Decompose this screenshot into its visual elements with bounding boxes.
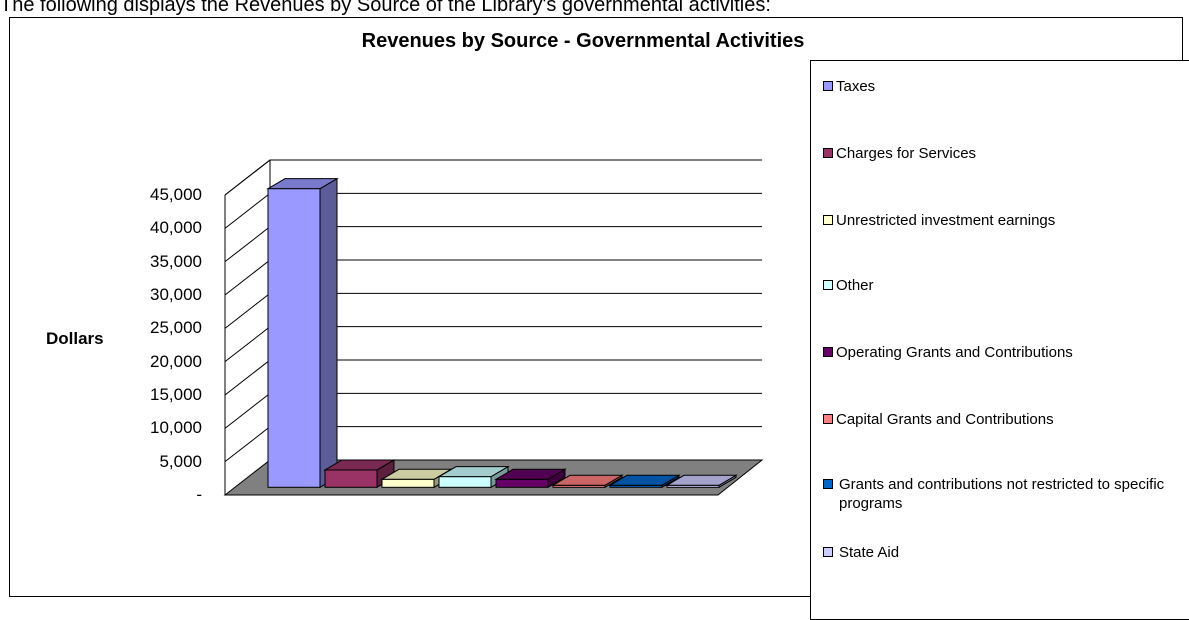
bar: [323, 459, 396, 489]
legend-label: Charges for Services: [836, 145, 977, 162]
intro-text: The following displays the Revenues by S…: [0, 0, 771, 16]
legend-label: Unrestricted investment earnings: [836, 212, 1056, 229]
bar-top: [494, 468, 567, 480]
y-tick-label: 20,000: [150, 351, 202, 371]
legend-item: Grants and contributions not restricted …: [823, 475, 1189, 513]
legend-swatch: [823, 215, 833, 225]
legend-item: Capital Grants and Contributions: [823, 410, 1189, 429]
bar-top: [665, 474, 738, 486]
wall-edge: [224, 159, 271, 196]
bar-front: [438, 476, 492, 488]
legend-item: Taxes: [823, 77, 1189, 96]
bar: [551, 474, 624, 489]
legend-label: Grants and contributions not restricted …: [839, 476, 1165, 512]
legend-swatch: [823, 148, 833, 158]
y-tick-label: 10,000: [150, 418, 202, 438]
bar-top: [551, 474, 624, 486]
bar: [608, 474, 681, 489]
legend-label: Operating Grants and Contributions: [836, 344, 1073, 361]
y-axis-label: Dollars: [46, 329, 104, 348]
bar-top: [323, 459, 396, 471]
legend-label: State Aid: [839, 544, 900, 561]
bar-top: [608, 474, 681, 486]
y-tick-label: 35,000: [150, 251, 202, 271]
bar-front: [381, 478, 435, 488]
legend-swatch: [823, 280, 833, 290]
chart-title: Revenues by Source - Governmental Activi…: [361, 30, 805, 52]
legend-swatch: [823, 81, 833, 91]
bar: [437, 465, 510, 489]
y-tick-label: 25,000: [150, 318, 202, 338]
y-tick-label: -: [196, 485, 202, 504]
legend-label: Other: [836, 277, 874, 294]
y-tick-label: 30,000: [150, 285, 202, 304]
legend-swatch: [823, 479, 833, 489]
bar: [266, 177, 339, 489]
bar-top: [437, 466, 510, 478]
legend-item: Operating Grants and Contributions: [823, 343, 1189, 362]
legend-label: Taxes: [836, 78, 876, 95]
legend-item: State Aid: [823, 543, 1189, 562]
legend-swatch: [823, 547, 833, 557]
bar-side: [319, 177, 338, 489]
y-tick-label: 15,000: [150, 385, 202, 404]
legend-swatch: [823, 347, 833, 357]
legend-item: Other: [823, 276, 1189, 295]
chart-plot-area: [223, 159, 764, 496]
bar-front: [267, 188, 321, 488]
y-tick-label: 40,000: [150, 218, 202, 238]
chart-legend: Taxes Charges for Services Unrestricted in…: [810, 60, 1189, 620]
legend-label: Capital Grants and Contributions: [836, 411, 1054, 428]
bar-front: [495, 478, 549, 488]
bar: [665, 474, 738, 489]
bar: [494, 468, 567, 489]
bar-top: [266, 178, 339, 190]
legend-swatch: [823, 414, 833, 424]
bar-front: [324, 469, 378, 488]
y-tick-label: 5,000: [159, 451, 202, 471]
legend-item: Unrestricted investment earnings: [823, 211, 1189, 230]
legend-item: Charges for Services: [823, 144, 1189, 163]
y-tick-label: 45,000: [150, 185, 202, 204]
